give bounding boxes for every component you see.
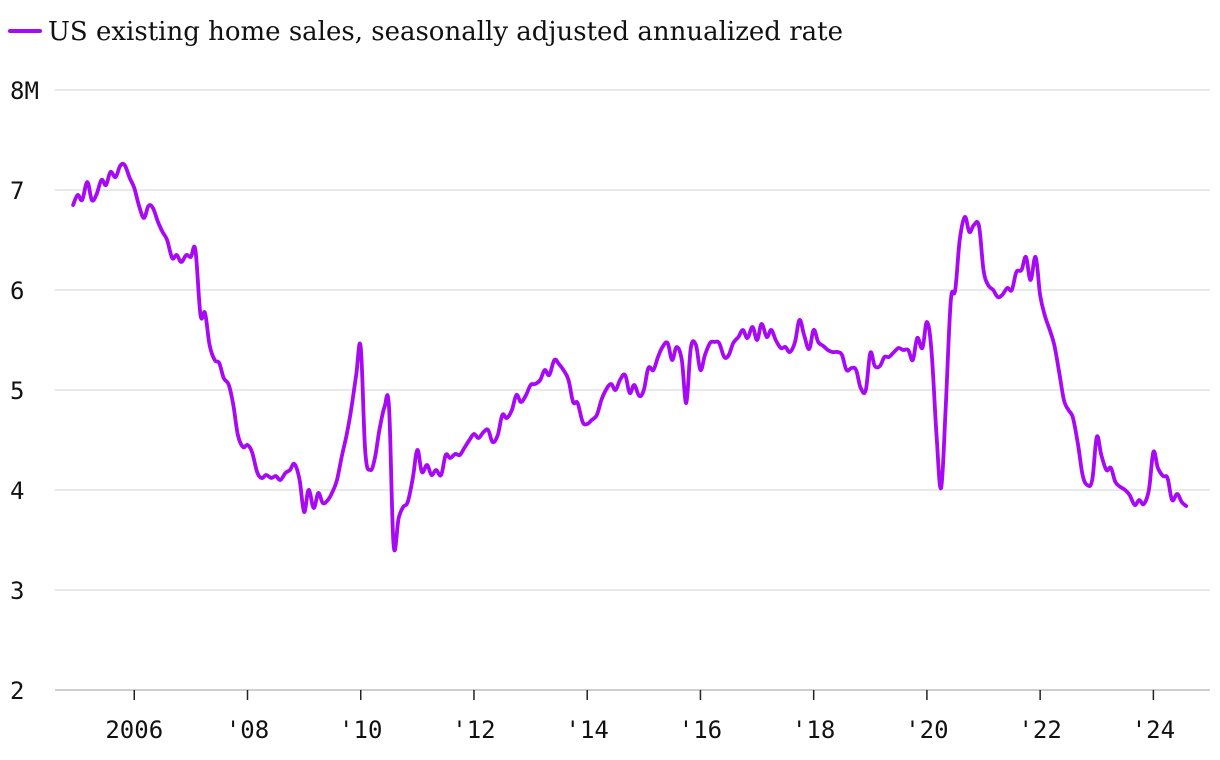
x-tick-label: '08 [226,716,269,744]
y-tick-label: 7 [10,177,24,205]
series-line-0 [71,161,1189,553]
x-tick-label: '16 [679,716,722,744]
y-tick-label: 2 [10,677,24,705]
y-tick-label: 5 [10,377,24,405]
legend: US existing home sales, seasonally adjus… [8,17,843,47]
y-tick-label: 8M [10,77,39,105]
legend-label: US existing home sales, seasonally adjus… [48,17,843,47]
x-tick-label: 2006 [105,716,163,744]
x-tick-label: '22 [1018,716,1061,744]
x-tick-label: '20 [905,716,948,744]
x-tick-label: '14 [566,716,609,744]
y-tick-label: 4 [10,477,24,505]
x-tick-label: '12 [452,716,495,744]
x-axis: 2006 '08 '10 '12 '14 '16 '18 '20 '22 '24 [105,690,1175,744]
series-group [71,161,1189,553]
x-tick-label: '24 [1132,716,1175,744]
y-axis-labels: 2 3 4 5 6 7 8M [10,77,39,705]
x-tick-label: '18 [792,716,835,744]
y-tick-label: 6 [10,277,24,305]
y-tick-label: 3 [10,577,24,605]
x-tick-label: '10 [339,716,382,744]
